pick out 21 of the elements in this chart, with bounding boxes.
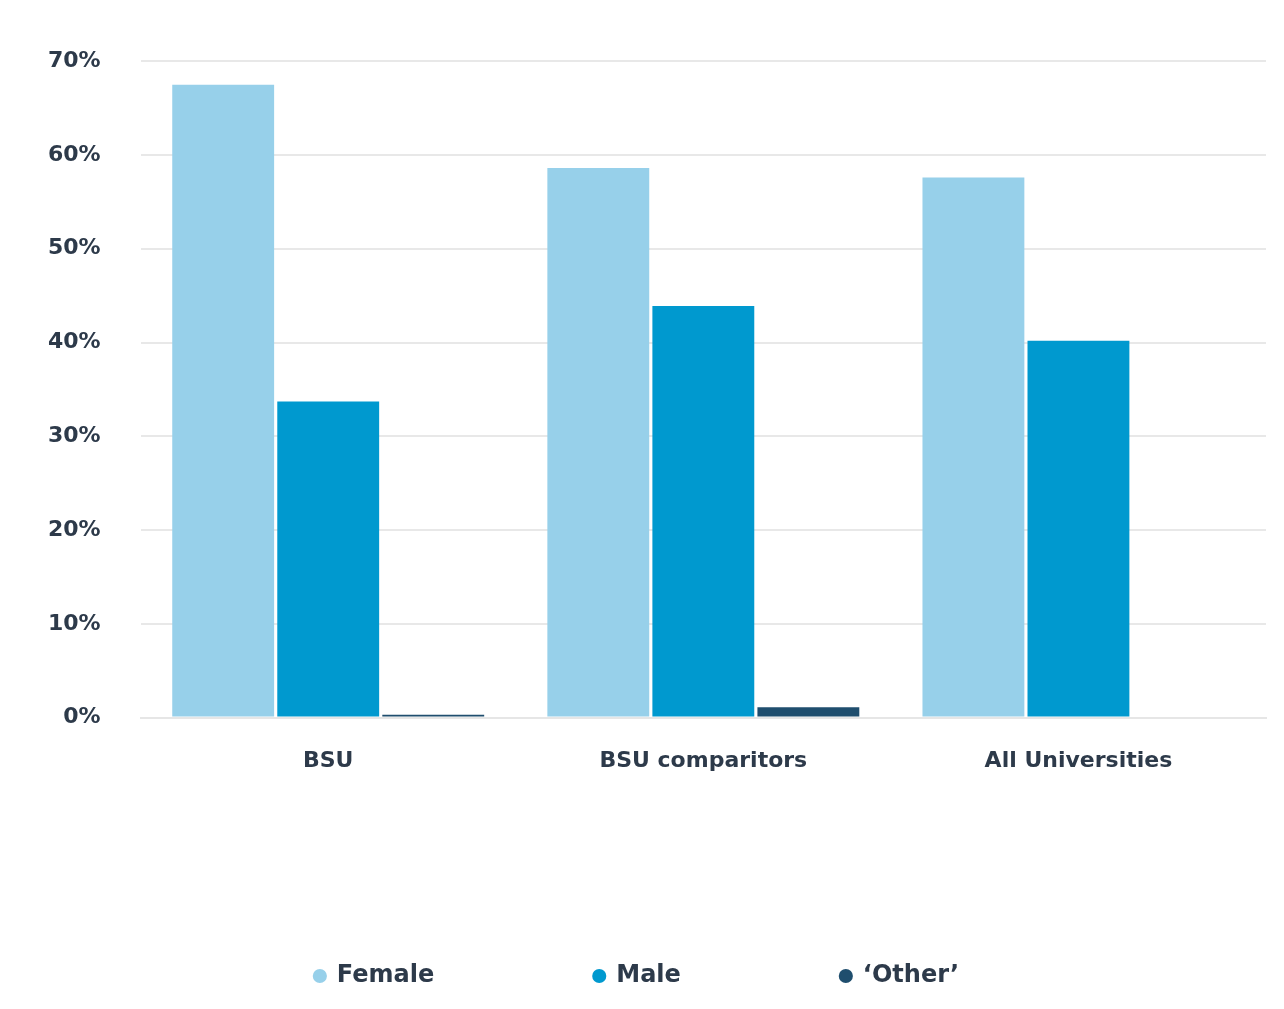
y-tick-label: 70%	[47, 46, 101, 72]
bar	[172, 84, 275, 717]
y-tick-label: 20%	[47, 515, 101, 541]
bar	[757, 707, 860, 717]
legend-label: ‘Other’	[862, 960, 960, 989]
bar	[1027, 340, 1130, 717]
legend-label: Female	[336, 960, 435, 989]
y-tick-label: 60%	[47, 140, 101, 166]
y-tick-label: 50%	[47, 234, 101, 260]
y-tick-label: 40%	[47, 328, 101, 354]
x-tick-label: BSU	[302, 746, 354, 772]
x-tick-label: All Universities	[984, 746, 1173, 772]
y-tick-label: 0%	[63, 703, 101, 729]
bar	[922, 177, 1025, 717]
bar	[652, 305, 755, 717]
legend-label: Male	[616, 960, 681, 989]
bar	[277, 401, 380, 717]
x-tick-label: BSU comparitors	[599, 746, 808, 772]
y-tick-label: 10%	[47, 609, 101, 635]
bar	[547, 168, 650, 717]
y-tick-label: 30%	[47, 422, 101, 447]
